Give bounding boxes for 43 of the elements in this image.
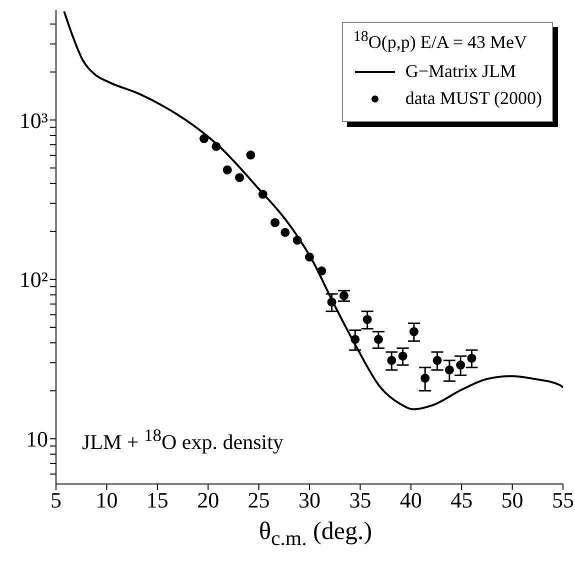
legend-label: data MUST (2000) [405, 88, 542, 109]
y-tick-label: 10 [26, 426, 48, 452]
x-tick-label: 50 [501, 488, 524, 513]
point [212, 142, 221, 151]
point [398, 352, 408, 361]
point [467, 354, 476, 363]
annotation: JLM + $^{18}$O exp. density [82, 425, 284, 455]
point [327, 298, 336, 307]
x-tick-label: 55 [552, 488, 574, 513]
point [362, 314, 372, 324]
point [409, 327, 418, 336]
legend-label: G−Matrix JLM [405, 61, 516, 82]
x-tick-label: 15 [146, 488, 168, 513]
point [258, 190, 268, 199]
point [292, 236, 302, 245]
point [420, 374, 430, 383]
y-tick-label: 10³ [19, 108, 48, 133]
point [235, 173, 244, 182]
point [222, 165, 232, 174]
point [317, 266, 326, 276]
point [432, 356, 442, 365]
x-tick-label: 5 [50, 488, 62, 513]
x-tick-label: 25 [248, 488, 270, 513]
x-tick-label: 40 [400, 488, 422, 513]
point [374, 334, 383, 344]
y-tick-label: 10² [19, 267, 48, 292]
point [280, 228, 290, 237]
x-axis-title: θ$_{c.m.}$ (deg.) [258, 518, 374, 551]
x-tick-label: 20 [197, 488, 220, 513]
point [444, 365, 454, 374]
x-tick-label: 10 [96, 488, 118, 513]
point [456, 360, 466, 370]
point [200, 134, 209, 144]
point [246, 150, 256, 160]
point [387, 356, 396, 365]
line-series [63, 10, 563, 410]
point [304, 252, 314, 262]
x-tick-label: 35 [349, 488, 372, 513]
point [350, 334, 360, 344]
legend-title: $^{18}$O(p,p) E/A = 43 MeV [353, 29, 528, 53]
point [270, 218, 280, 228]
x-tick-label: 30 [298, 488, 320, 513]
x-tick-label: 45 [450, 488, 473, 513]
